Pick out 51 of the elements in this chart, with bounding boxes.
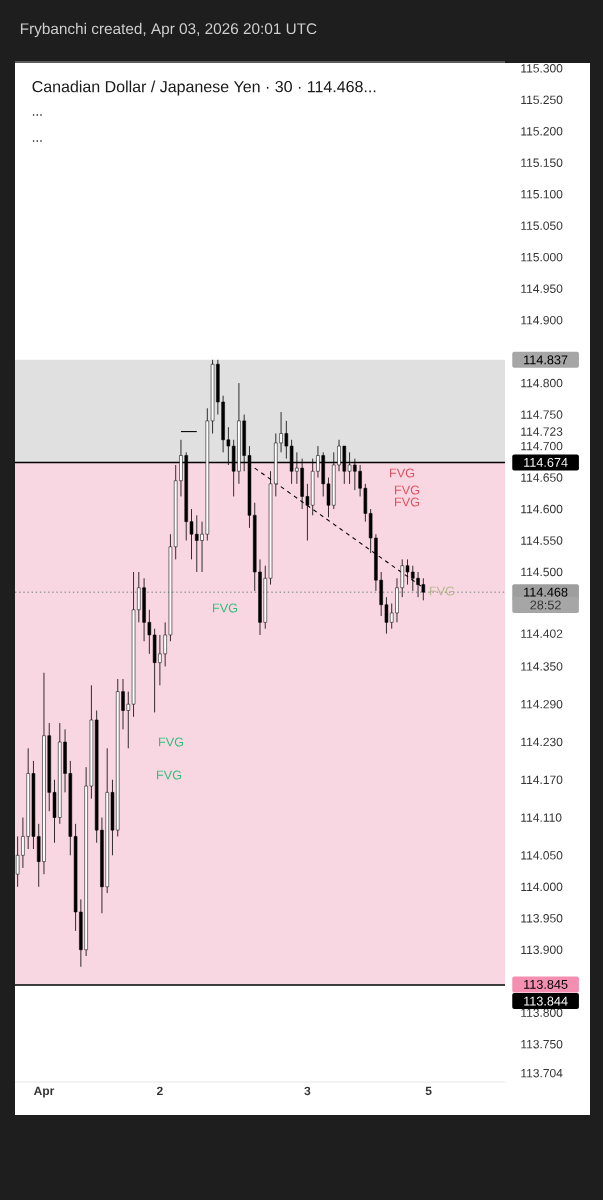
y-tick-label: 114.700 [521, 441, 563, 451]
y-tick-label: 115.300 [521, 64, 563, 73]
ref-line-label: 114.468 [524, 587, 568, 597]
y-tick-label: 114.290 [521, 699, 563, 709]
band-label: 113.845 [524, 979, 568, 989]
y-tick-label: 114.800 [521, 378, 563, 388]
annotation: FVG [159, 737, 184, 747]
y-tick-label: 114.402 [521, 629, 563, 638]
y-tick-label: 114.750 [521, 410, 563, 419]
text: 28:52 [530, 600, 561, 610]
y-tick-label: 114.600 [521, 504, 563, 514]
y-tick-label: 114.500 [521, 567, 563, 577]
y-tick-label: 114.170 [521, 775, 563, 785]
ref-line-label: 114.674 [524, 457, 568, 467]
x-tick-label: 5 [425, 1086, 432, 1096]
y-tick-label: 114.000 [521, 882, 563, 892]
x-tick-label: 2 [156, 1086, 163, 1096]
annotation: FVG [430, 586, 455, 596]
y-tick-label: 115.100 [521, 189, 563, 199]
annotation: ... [32, 140, 42, 142]
y-tick-label: 115.000 [521, 252, 563, 262]
y-tick-label: 113.900 [521, 945, 563, 955]
annotation: FVG [157, 770, 182, 780]
y-tick-label: 114.350 [521, 662, 563, 671]
band-label: 114.837 [524, 355, 568, 365]
text: Canadian Dollar / Japanese Yen · 30 · 114.468... [32, 80, 376, 96]
y-tick-label: 113.750 [521, 1039, 563, 1049]
y-tick-label: 114.950 [521, 284, 563, 293]
ref-line-label: 113.844 [524, 996, 568, 1006]
y-tick-label: 114.723 [521, 427, 563, 436]
annotation: FVG [390, 468, 415, 478]
text: Frybanchi created, Apr 03, 2026 20:01 UTC [20, 22, 317, 38]
y-tick-label: 114.110 [521, 813, 562, 822]
annotation: FVG [213, 603, 238, 613]
y-tick-label: 113.704 [521, 1068, 563, 1078]
y-tick-label: 114.050 [521, 851, 563, 860]
annotation: FVG [395, 485, 420, 495]
y-tick-label: 113.950 [521, 914, 563, 923]
y-tick-label: 113.800 [521, 1008, 563, 1017]
text: ... [32, 114, 42, 116]
y-tick-label: 114.900 [521, 315, 563, 325]
y-tick-label: 115.250 [521, 95, 563, 105]
y-tick-label: 115.050 [521, 221, 563, 230]
y-tick-label: 115.200 [521, 127, 563, 136]
y-tick-label: 115.150 [521, 158, 563, 167]
x-tick-label: Apr [33, 1086, 55, 1098]
y-tick-label: 114.550 [521, 536, 563, 545]
y-tick-label: 114.650 [521, 473, 563, 482]
x-tick-label: 3 [304, 1086, 311, 1096]
y-tick-label: 114.230 [521, 737, 563, 747]
annotation: FVG [395, 497, 420, 507]
